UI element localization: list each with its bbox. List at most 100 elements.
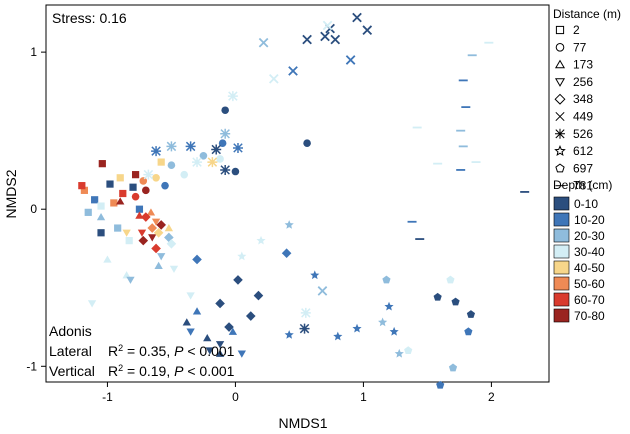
- data-point-asterisk: [300, 307, 311, 318]
- data-point-triangle-up: [103, 255, 112, 263]
- data-point-triangle-down: [148, 234, 157, 242]
- data-point-triangle-up: [122, 271, 131, 279]
- lateral-stat: R: [108, 343, 118, 359]
- data-point-circle: [216, 155, 224, 163]
- data-point-square: [97, 202, 105, 210]
- data-point-x: [352, 12, 362, 23]
- data-point-diamond: [233, 275, 243, 285]
- y-tick-label: 1: [30, 45, 37, 59]
- legend-distance: Distance (m) 2 77 173 256 348 449 526 612 697 781: [553, 7, 621, 193]
- legend-distance-label: 449: [573, 110, 593, 124]
- data-point-square: [98, 160, 106, 168]
- legend-star-icon: [554, 144, 566, 157]
- lateral-value: = 0.35,: [123, 343, 174, 359]
- data-point-star: [284, 330, 294, 339]
- data-point-triangle-up: [215, 349, 225, 357]
- data-point-star: [378, 317, 388, 327]
- adonis-annotation: Adonis Lateral R2 = 0.35, P < 0.001 Verti…: [49, 323, 235, 379]
- data-point-square: [114, 224, 122, 232]
- y-tick-label: -1: [26, 359, 37, 373]
- legend-distance-label: 173: [573, 58, 593, 72]
- legend-distance-label: 77: [573, 40, 587, 54]
- data-point-x: [345, 55, 356, 65]
- legend-circle-icon: [555, 43, 565, 52]
- legend-depth-swatch: [553, 228, 570, 243]
- x-tick-label: -1: [102, 390, 113, 404]
- adonis-lateral: Lateral R2 = 0.35, P < 0.001: [49, 343, 235, 359]
- data-point-square: [80, 186, 88, 194]
- data-point-star: [237, 251, 247, 261]
- legend-distance-label: 526: [573, 127, 593, 141]
- data-point-x: [288, 66, 298, 76]
- data-point-triangle-down: [157, 253, 166, 261]
- data-point-asterisk: [207, 157, 218, 168]
- data-point-triangle-up: [182, 318, 191, 326]
- data-point-triangle-down: [205, 347, 214, 355]
- data-point-asterisk: [299, 323, 310, 334]
- axis-ticks: -1 0 1 2 -1 0 1: [26, 45, 495, 404]
- legend-asterisk-icon: [555, 128, 565, 139]
- legend-distance-label: 2: [573, 23, 580, 37]
- data-point-diamond: [153, 227, 164, 238]
- legend-distance-label: 612: [573, 144, 593, 158]
- data-point-x: [302, 34, 312, 45]
- data-point-pentagon: [436, 380, 445, 389]
- data-point-diamond: [166, 238, 177, 249]
- data-point-pentagon: [466, 310, 476, 318]
- data-point-square: [84, 208, 92, 216]
- vertical-stat: R: [108, 363, 118, 379]
- data-point-asterisk: [192, 157, 203, 168]
- legend-depth-swatch: [553, 308, 570, 323]
- legend-depth-swatch: [553, 276, 570, 291]
- lateral-label: Lateral: [49, 343, 92, 359]
- legend-depth-label: 50-60: [574, 277, 605, 291]
- data-point-circle: [231, 167, 240, 176]
- data-point-triangle-down: [169, 265, 179, 273]
- legend-pentagon-icon: [555, 163, 565, 173]
- legend-triangle-down-icon: [554, 78, 566, 87]
- legend-depth-label: 70-80: [574, 309, 605, 323]
- legend-depth: Depth (cm) 0-10 10-20 20-30 30-40 40-50 50-60…: [553, 178, 612, 323]
- data-point-star: [256, 235, 266, 245]
- data-point-triangle-up: [228, 327, 238, 335]
- data-point-triangle-up: [154, 261, 163, 269]
- lateral-ptext: < 0.001: [183, 343, 234, 359]
- data-point-triangle-down: [186, 292, 195, 300]
- data-point-diamond: [151, 243, 161, 254]
- data-point-square: [116, 174, 124, 182]
- data-point-square: [131, 171, 140, 179]
- data-point-circle: [152, 173, 160, 182]
- data-point-diamond: [224, 322, 234, 332]
- data-point-triangle-up: [96, 213, 106, 221]
- data-point-circle: [161, 181, 169, 190]
- data-point-asterisk: [143, 169, 154, 180]
- data-point-square: [129, 183, 137, 191]
- data-point-x: [317, 286, 328, 296]
- data-point-star: [352, 323, 362, 333]
- data-point-diamond: [192, 254, 202, 265]
- data-point-asterisk: [185, 141, 196, 152]
- data-point-star: [310, 270, 320, 280]
- legend-depth-title: Depth (cm): [553, 178, 612, 192]
- data-point-triangle-up: [146, 208, 156, 216]
- data-point-circle: [199, 152, 208, 160]
- data-point-square: [91, 196, 99, 204]
- data-point-star: [394, 348, 404, 358]
- x-tick-label: 1: [360, 390, 367, 404]
- adonis-vertical: Vertical R2 = 0.19, P < 0.001: [49, 363, 235, 379]
- data-point-asterisk: [220, 164, 231, 175]
- x-tick-label: 0: [232, 390, 239, 404]
- data-point-x: [322, 20, 333, 31]
- legend-diamond-icon: [554, 93, 566, 105]
- legend-distance-label: 781: [573, 179, 593, 193]
- stress-label: Stress: 0.16: [52, 10, 127, 26]
- data-point-asterisk: [232, 142, 243, 153]
- data-point-triangle-down: [237, 350, 246, 358]
- data-point-circle: [180, 170, 189, 179]
- data-point-diamond: [147, 223, 158, 233]
- data-point-star: [384, 301, 394, 311]
- data-point-triangle-down: [151, 218, 161, 226]
- legend-depth-swatch: [553, 260, 570, 275]
- data-point-pentagon: [464, 327, 473, 336]
- data-point-triangle-up: [164, 224, 174, 232]
